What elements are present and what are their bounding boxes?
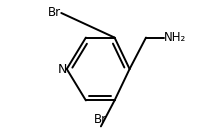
Text: N: N	[57, 63, 67, 75]
Text: Br: Br	[94, 113, 108, 126]
Text: Br: Br	[48, 6, 61, 19]
Text: NH₂: NH₂	[164, 31, 186, 44]
